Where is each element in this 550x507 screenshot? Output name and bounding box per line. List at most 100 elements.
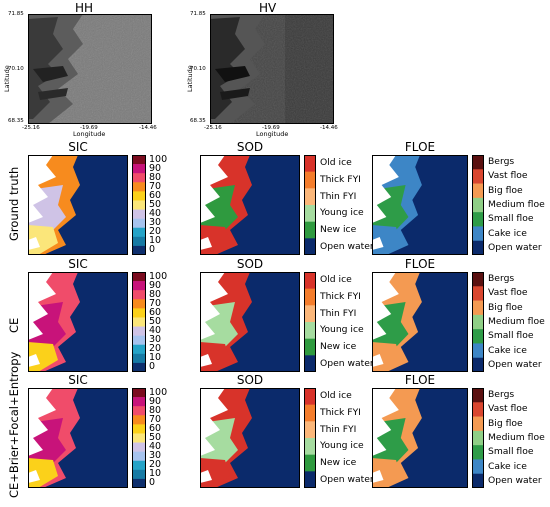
sod-land [200,388,228,456]
floe-legend-label-2-0: Bergs [488,389,515,401]
hv-title: HV [259,1,277,15]
sod-legend-swatch [304,471,316,488]
sod-legend-label-1-5: Open water [320,357,374,369]
sic-colorbar-tick-2-9: 10 [149,468,162,480]
floe-legend-label-1-3: Medium floe [488,316,545,327]
floe-legend-swatch [472,169,484,184]
sod-legend-swatch [304,305,316,323]
sod-legend-label-0-1: Thick FYI [320,174,361,185]
sic-colorbar-segment [132,299,146,309]
floe-legend-border [472,155,484,255]
hh-lat-tick-bottom: 68.35 [8,118,24,124]
sod-legend-label-1-4: New ice [320,341,357,352]
sic-colorbar-segment [132,236,146,247]
sod-map-frame-2 [200,388,300,488]
floe-legend-label-2-6: Open water [488,474,542,486]
sic-colorbar-tick-0-4: 60 [149,189,162,201]
sic-colorbar-tick-1-5: 50 [149,316,162,327]
sod-legend-bar-2 [304,388,316,488]
sic-land-south [28,470,40,483]
floe-legend-label-2-1: Vast floe [488,403,528,415]
sod-legend-swatch [304,205,316,222]
sod-legend-bar-0 [304,155,316,255]
floe-legend-label-1-5: Cake ice [488,344,527,356]
sic-map-frame-1 [28,272,128,372]
sic-colorbar-tick-0-7: 30 [149,217,162,229]
sod-map-0 [200,155,300,255]
sic-colorbar-segment [132,460,146,471]
hv-frame [210,14,334,124]
floe-legend-swatch [472,300,484,316]
sic-colorbar-tick-2-0: 100 [149,386,168,398]
floe-legend-label-1-1: Vast floe [488,287,528,299]
sod-legend-label-0-5: Open water [320,240,374,252]
floe-legend-swatch [472,402,484,417]
sic-land [28,388,56,456]
sod-legend-label-2-3: Young ice [320,440,364,452]
sod-legend-swatch [304,171,316,189]
sic-colorbar-segment [132,335,146,346]
sod-legend-border [304,155,316,255]
floe-legend-swatch [472,343,484,359]
sod-legend-swatch [304,438,316,455]
floe-land-south [372,237,384,250]
floe-legend-label-0-4: Small floe [488,213,534,225]
sod-legend-label-2-0: Old ice [320,390,352,402]
floe-legend-swatch [472,445,484,460]
sod-legend-swatch [304,221,316,239]
sic-colorbar-tick-1-7: 30 [149,334,162,346]
floe-legend-label-0-2: Big floe [488,184,523,196]
floe-legend-label-0-6: Open water [488,241,542,253]
hv-lon-tick-mid: -19.69 [262,125,280,131]
sic-colorbar-2 [132,388,146,488]
hh-lon-tick-left: -25.16 [22,125,40,131]
sic-colorbar-segment [132,281,146,291]
sic-colorbar-tick-0-0: 100 [149,153,168,165]
sod-map-frame-0 [200,155,300,255]
sod-title-1: SOD [236,257,264,271]
sod-legend-label-2-2: Thin FYI [320,423,357,435]
sic-colorbar-segment [132,227,146,238]
sic-colorbar-segment [132,451,146,462]
sod-land-south [200,354,212,367]
sod-legend-swatch [304,288,316,306]
hv-lon-tick-right: -14.46 [320,125,338,131]
sic-land-south [28,354,40,367]
sod-legend-swatch [304,188,316,206]
hh-sar-image [28,14,152,124]
sic-title-0: SIC [68,140,88,154]
sic-colorbar-tick-1-8: 20 [149,343,162,355]
sic-colorbar-segment [132,173,146,183]
row-label-2: CE+Brier+Focal+Entropy [7,351,21,498]
floe-legend-label-0-5: Cake ice [488,227,527,239]
sod-legend-swatch [304,388,316,405]
sod-map-1 [200,272,300,372]
floe-legend-swatch [472,388,484,403]
floe-legend-swatch [472,357,484,372]
floe-legend-bar-1 [472,272,484,372]
floe-legend-swatch [472,212,484,227]
sic-colorbar-segment [132,155,146,165]
sic-colorbar-segment [132,469,146,480]
floe-legend-swatch [472,183,484,199]
floe-legend-swatch [472,329,484,344]
hv-lat-tick-top: 71.85 [190,11,206,17]
sic-colorbar-tick-1-1: 90 [149,279,162,291]
sic-title-1: SIC [68,257,88,271]
sic-colorbar-1 [132,272,146,372]
hh-lon-tick-mid: -19.69 [80,125,98,131]
hh-title: HH [75,1,94,15]
floe-legend-swatch [472,459,484,475]
floe-map-1 [372,272,468,372]
sic-colorbar-tick-0-10: 0 [149,244,156,256]
floe-legend-label-2-4: Small floe [488,446,534,458]
hh-lat-tick-top: 71.85 [8,11,24,17]
floe-legend-label-0-0: Bergs [488,156,515,168]
sod-legend-label-2-5: Open water [320,473,374,485]
floe-legend-label-1-2: Big floe [488,301,523,313]
floe-map-frame-1 [372,272,468,372]
sic-colorbar-tick-0-5: 50 [149,199,162,210]
sod-legend-label-1-3: Young ice [320,324,364,336]
sic-colorbar-tick-0-2: 80 [149,171,162,183]
sic-colorbar-segment [132,415,146,425]
